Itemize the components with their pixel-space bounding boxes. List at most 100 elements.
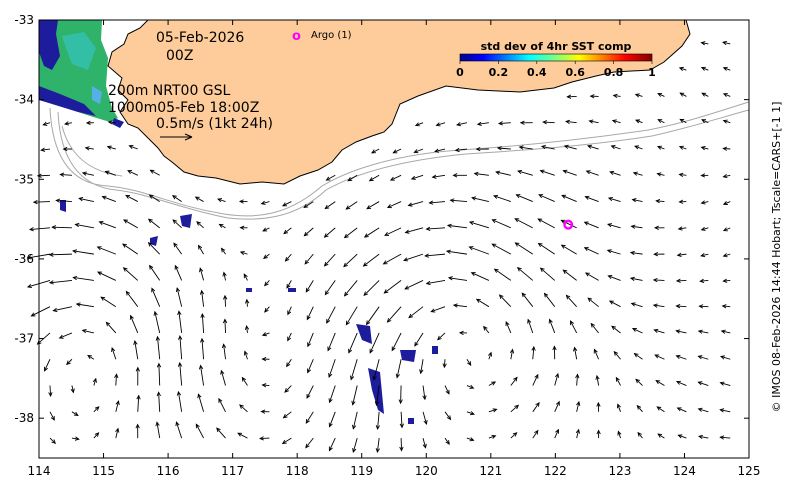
current-arrow bbox=[631, 327, 643, 334]
argo-legend-symbol: o bbox=[292, 29, 301, 44]
current-arrow bbox=[539, 169, 555, 176]
current-arrow bbox=[573, 346, 578, 360]
current-arrow bbox=[607, 275, 621, 281]
current-arrow bbox=[700, 66, 709, 71]
current-arrow bbox=[363, 280, 380, 297]
current-arrow bbox=[514, 242, 534, 255]
current-arrow bbox=[722, 66, 731, 71]
current-arrow bbox=[510, 376, 518, 386]
current-arrow bbox=[81, 329, 94, 334]
current-arrow bbox=[72, 275, 94, 281]
scale-arrow bbox=[160, 133, 193, 141]
current-arrow bbox=[172, 219, 182, 229]
current-arrow bbox=[365, 306, 380, 326]
current-arrow bbox=[282, 201, 292, 207]
current-arrow bbox=[244, 325, 250, 334]
current-arrow bbox=[565, 294, 577, 307]
depth-line-1: 200m NRT00 GSL bbox=[108, 83, 231, 99]
current-arrow bbox=[114, 373, 119, 386]
current-arrow bbox=[629, 250, 643, 256]
current-arrow bbox=[700, 200, 709, 205]
x-tick-label: 121 bbox=[479, 464, 502, 478]
current-arrow bbox=[468, 246, 490, 255]
current-arrow bbox=[722, 200, 731, 205]
current-arrow bbox=[543, 292, 556, 307]
current-arrow bbox=[616, 403, 621, 412]
current-arrow bbox=[656, 406, 665, 413]
current-arrow bbox=[328, 437, 336, 452]
current-arrow bbox=[345, 201, 358, 210]
current-arrow bbox=[198, 364, 205, 386]
current-arrow bbox=[147, 241, 161, 255]
current-arrow bbox=[437, 332, 446, 341]
current-arrow bbox=[93, 432, 100, 439]
current-arrow bbox=[697, 355, 709, 360]
current-arrow bbox=[328, 411, 336, 428]
current-arrow bbox=[175, 421, 183, 439]
current-arrow bbox=[391, 332, 402, 352]
current-arrow bbox=[178, 335, 183, 360]
current-arrow bbox=[147, 218, 160, 229]
current-arrow bbox=[431, 174, 446, 179]
current-arrow bbox=[589, 94, 599, 99]
current-arrow bbox=[613, 350, 621, 360]
current-arrow bbox=[66, 358, 73, 366]
current-arrow bbox=[596, 429, 601, 439]
current-arrow bbox=[566, 94, 577, 99]
current-arrow bbox=[260, 409, 270, 414]
current-arrow bbox=[532, 401, 540, 413]
current-arrow bbox=[323, 227, 336, 238]
current-arrow bbox=[678, 66, 687, 71]
current-arrow bbox=[678, 172, 687, 177]
current-arrow bbox=[44, 359, 51, 372]
current-arrow bbox=[383, 280, 402, 294]
current-arrow bbox=[87, 354, 95, 360]
current-arrow bbox=[722, 227, 731, 232]
current-arrow bbox=[697, 407, 709, 413]
colorbar-tick-label: 0.2 bbox=[489, 66, 509, 79]
current-arrow bbox=[71, 411, 79, 417]
current-arrow bbox=[350, 359, 358, 381]
current-arrow bbox=[348, 332, 358, 354]
current-arrow bbox=[218, 397, 226, 413]
current-arrow bbox=[698, 434, 709, 440]
x-tick-label: 118 bbox=[286, 464, 309, 478]
x-tick-label: 117 bbox=[221, 464, 244, 478]
current-arrow bbox=[498, 121, 511, 126]
current-arrow bbox=[516, 266, 534, 281]
current-arrow bbox=[678, 199, 687, 204]
current-arrow bbox=[617, 430, 622, 439]
current-arrow bbox=[55, 198, 72, 203]
current-arrow bbox=[548, 318, 556, 334]
map-frame bbox=[38, 19, 750, 459]
current-arrow bbox=[493, 194, 511, 202]
current-arrow bbox=[404, 280, 424, 290]
current-arrow bbox=[510, 432, 518, 439]
current-arrow bbox=[631, 198, 643, 203]
current-arrow bbox=[675, 304, 687, 309]
current-arrow bbox=[588, 119, 599, 124]
current-arrow bbox=[654, 354, 665, 360]
current-arrow bbox=[466, 359, 472, 367]
current-arrow bbox=[92, 377, 97, 386]
current-arrow bbox=[532, 429, 539, 439]
y-tick-label: -36 bbox=[14, 252, 34, 266]
current-arrow bbox=[563, 144, 577, 150]
current-arrow bbox=[677, 434, 687, 439]
current-arrow bbox=[259, 436, 270, 441]
current-arrow bbox=[404, 227, 424, 234]
current-arrow bbox=[71, 436, 80, 441]
current-arrow bbox=[554, 400, 560, 412]
current-arrow bbox=[129, 314, 139, 334]
current-arrow bbox=[177, 310, 183, 334]
current-arrow bbox=[576, 400, 581, 412]
argo-legend-label: Argo (1) bbox=[311, 30, 352, 41]
current-arrow bbox=[635, 119, 643, 124]
current-arrow bbox=[488, 434, 497, 439]
current-arrow bbox=[449, 198, 467, 203]
current-arrow bbox=[675, 278, 687, 283]
current-arrow bbox=[596, 401, 601, 412]
current-arrow bbox=[539, 267, 556, 281]
current-arrow bbox=[177, 361, 183, 386]
